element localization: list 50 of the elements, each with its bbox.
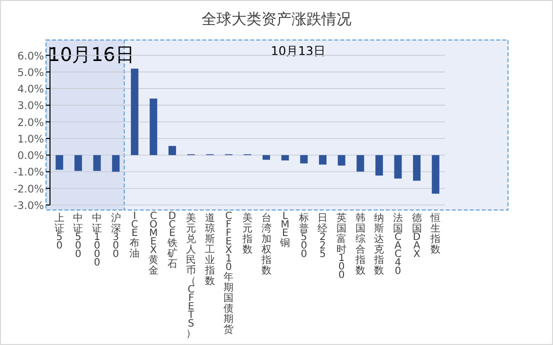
y-tick-label: 4.0% bbox=[17, 84, 44, 96]
y-tick-label: 0.0% bbox=[17, 150, 44, 162]
bar bbox=[394, 155, 402, 179]
x-tick-label: LME铜 bbox=[279, 211, 290, 249]
bar bbox=[112, 155, 120, 172]
bar bbox=[168, 146, 176, 156]
bar bbox=[300, 155, 308, 164]
x-tick-label: 台湾加权指数 bbox=[260, 212, 272, 276]
y-tick-label: 6.0% bbox=[17, 50, 44, 62]
y-tick-label: 2.0% bbox=[17, 116, 44, 129]
y-tick-label: -3.0% bbox=[14, 200, 44, 212]
y-tick-label: 1.0% bbox=[17, 133, 44, 146]
bar bbox=[432, 155, 440, 194]
x-tick-label: COMEX黄金 bbox=[148, 211, 158, 276]
y-tick-label: -2.0% bbox=[14, 183, 44, 196]
bar bbox=[262, 155, 270, 160]
band-label: 10月13日 bbox=[270, 44, 326, 58]
x-tick-label: 标普500 bbox=[298, 212, 309, 260]
bar bbox=[356, 155, 364, 172]
bar bbox=[150, 98, 158, 156]
x-tick-label: 中证500 bbox=[73, 212, 84, 260]
x-tick-label: 德国DAX bbox=[412, 213, 422, 260]
x-tick-label: 恒生指数 bbox=[430, 212, 441, 256]
x-tick-label: 纳斯达克指数 bbox=[373, 212, 384, 276]
x-tick-label: ICE布油 bbox=[130, 211, 140, 260]
x-tick-label: 道琼斯工业指数 bbox=[204, 212, 215, 287]
bar bbox=[281, 155, 289, 160]
x-tick-label: 日经225 bbox=[318, 213, 328, 260]
chart-title: 全球大类资产涨跌情况 bbox=[202, 10, 352, 28]
y-tick-label: -1.0% bbox=[14, 166, 44, 179]
y-tick-label: 5.0% bbox=[17, 66, 44, 79]
category-label: CFFEX10年期国债期货 bbox=[224, 211, 234, 336]
bar bbox=[93, 155, 101, 171]
bar bbox=[375, 155, 383, 176]
x-tick-label: 美元指数 bbox=[242, 212, 252, 256]
bar bbox=[74, 155, 82, 171]
category-label: 美元兑人民币（CFETS） bbox=[186, 213, 196, 340]
x-tick-label: 沪深300 bbox=[110, 212, 121, 260]
y-tick-label: 3.0% bbox=[17, 100, 44, 112]
x-tick-label: DCE铁矿石 bbox=[166, 211, 178, 270]
bar bbox=[318, 155, 326, 165]
x-tick-label: 上证50 bbox=[54, 212, 64, 252]
bar bbox=[130, 68, 138, 156]
x-tick-label: 英国富时100 bbox=[336, 212, 347, 281]
bar bbox=[56, 155, 64, 170]
x-tick-label: 法国CAC40 bbox=[392, 212, 403, 277]
x-tick-label: 韩国综合指数 bbox=[354, 212, 366, 276]
bar bbox=[413, 155, 421, 181]
x-tick-label: 中证1000 bbox=[92, 212, 102, 268]
bar bbox=[338, 155, 346, 166]
